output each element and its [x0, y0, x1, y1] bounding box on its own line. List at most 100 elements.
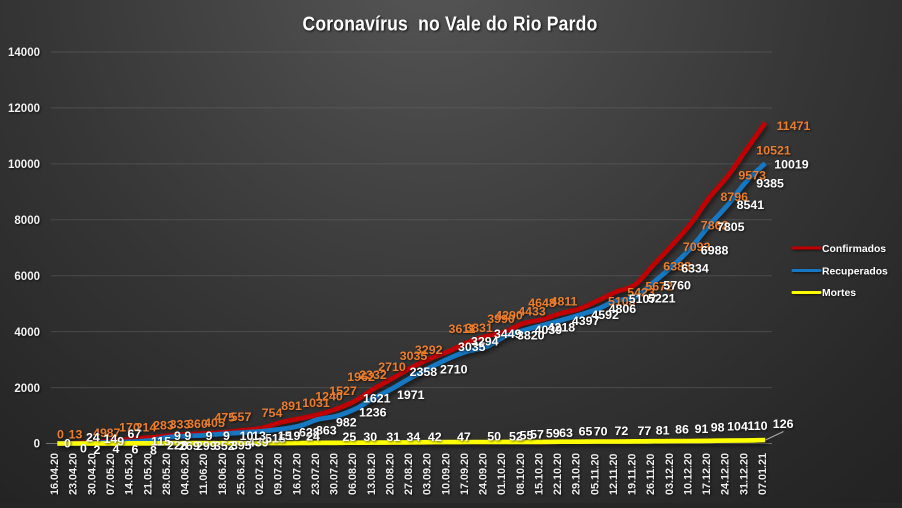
- svg-text:06.08.20: 06.08.20: [347, 453, 359, 495]
- svg-text:Confirmados: Confirmados: [822, 244, 886, 255]
- svg-text:8796: 8796: [721, 190, 749, 204]
- svg-text:11471: 11471: [777, 119, 811, 133]
- svg-text:07.05.20: 07.05.20: [105, 453, 117, 495]
- svg-text:6388: 6388: [663, 260, 691, 274]
- svg-text:5760: 5760: [663, 279, 691, 293]
- svg-text:9385: 9385: [756, 177, 784, 191]
- svg-text:57: 57: [530, 428, 544, 442]
- svg-text:17.09.20: 17.09.20: [459, 453, 471, 495]
- svg-text:77: 77: [638, 424, 652, 438]
- svg-text:3611: 3611: [449, 322, 476, 336]
- svg-text:2358: 2358: [410, 365, 438, 379]
- svg-text:628: 628: [299, 426, 320, 440]
- svg-text:29.10.20: 29.10.20: [571, 453, 583, 495]
- svg-text:4648: 4648: [528, 296, 556, 310]
- svg-text:360: 360: [187, 417, 208, 431]
- svg-text:515: 515: [265, 432, 286, 446]
- svg-text:20.08.20: 20.08.20: [384, 453, 396, 495]
- svg-text:2: 2: [93, 443, 100, 457]
- svg-text:9: 9: [117, 434, 124, 448]
- svg-text:5221: 5221: [648, 291, 676, 305]
- svg-text:5423: 5423: [627, 286, 655, 300]
- svg-text:27.08.20: 27.08.20: [403, 453, 415, 495]
- svg-text:24: 24: [86, 431, 100, 445]
- svg-text:03.09.20: 03.09.20: [422, 453, 434, 495]
- svg-text:04.06.20: 04.06.20: [180, 453, 192, 495]
- svg-text:283: 283: [153, 419, 174, 433]
- svg-text:395: 395: [231, 439, 252, 453]
- svg-text:72: 72: [615, 424, 629, 438]
- svg-text:34: 34: [407, 430, 421, 444]
- svg-text:1962: 1962: [347, 370, 375, 384]
- svg-text:299: 299: [196, 439, 217, 453]
- svg-text:30.04.20: 30.04.20: [86, 453, 98, 495]
- svg-text:6334: 6334: [681, 261, 709, 275]
- svg-text:23.04.20: 23.04.20: [68, 453, 80, 495]
- svg-text:23.07.20: 23.07.20: [310, 453, 322, 495]
- svg-text:31.12.20: 31.12.20: [738, 453, 750, 495]
- svg-text:7093: 7093: [683, 240, 711, 254]
- svg-text:14: 14: [104, 432, 118, 446]
- svg-text:4000: 4000: [14, 327, 40, 339]
- svg-text:7805: 7805: [717, 220, 745, 234]
- svg-text:9: 9: [223, 429, 230, 443]
- svg-text:98: 98: [711, 421, 725, 435]
- svg-text:13.08.20: 13.08.20: [366, 453, 378, 495]
- svg-text:15.10.20: 15.10.20: [533, 453, 545, 495]
- svg-text:10000: 10000: [8, 159, 40, 171]
- svg-text:10.09.20: 10.09.20: [440, 453, 452, 495]
- svg-text:59: 59: [546, 427, 560, 441]
- svg-text:4433: 4433: [518, 305, 546, 319]
- svg-text:08.10.20: 08.10.20: [515, 453, 527, 495]
- svg-text:30.07.20: 30.07.20: [329, 453, 341, 495]
- svg-text:0: 0: [34, 439, 40, 451]
- svg-text:81: 81: [656, 424, 670, 438]
- svg-text:25: 25: [343, 430, 357, 444]
- svg-text:30: 30: [363, 430, 377, 444]
- svg-text:3820: 3820: [517, 329, 545, 343]
- svg-text:14.05.20: 14.05.20: [124, 453, 136, 495]
- svg-text:891: 891: [281, 399, 302, 413]
- svg-text:21.05.20: 21.05.20: [142, 453, 154, 495]
- svg-text:19.11.20: 19.11.20: [627, 454, 639, 495]
- svg-text:4397: 4397: [572, 314, 600, 328]
- svg-text:2000: 2000: [14, 383, 40, 395]
- svg-text:1031: 1031: [302, 396, 330, 410]
- svg-text:9: 9: [174, 429, 181, 443]
- svg-text:0: 0: [80, 442, 87, 456]
- svg-text:126: 126: [773, 417, 794, 431]
- svg-text:16.04.20: 16.04.20: [49, 453, 61, 495]
- svg-text:2332: 2332: [359, 368, 387, 382]
- svg-text:6: 6: [132, 443, 139, 457]
- svg-text:475: 475: [214, 411, 235, 425]
- svg-text:25.06.20: 25.06.20: [235, 453, 247, 495]
- svg-text:9: 9: [184, 429, 191, 443]
- svg-text:170: 170: [119, 421, 140, 435]
- svg-text:3292: 3292: [415, 343, 443, 357]
- svg-text:Coronavírus no Vale do Rio Pa: Coronavírus no Vale do Rio Pardo: [303, 13, 598, 36]
- svg-text:91: 91: [695, 422, 709, 436]
- svg-text:115: 115: [151, 435, 171, 449]
- svg-text:63: 63: [559, 426, 573, 440]
- svg-text:14000: 14000: [8, 47, 40, 59]
- svg-text:10521: 10521: [756, 143, 791, 157]
- svg-text:31: 31: [386, 430, 400, 444]
- svg-text:87: 87: [107, 426, 121, 440]
- svg-text:19: 19: [287, 429, 301, 443]
- svg-text:8541: 8541: [737, 198, 765, 212]
- svg-text:3035: 3035: [400, 349, 428, 363]
- svg-text:03.12.20: 03.12.20: [664, 453, 676, 495]
- svg-text:5672: 5672: [645, 279, 673, 293]
- svg-text:02.07.20: 02.07.20: [254, 453, 266, 495]
- svg-text:1621: 1621: [363, 392, 391, 406]
- svg-text:228: 228: [167, 439, 188, 453]
- svg-text:22.10.20: 22.10.20: [552, 453, 564, 495]
- svg-text:2710: 2710: [378, 360, 406, 374]
- svg-text:01.10.20: 01.10.20: [496, 453, 508, 495]
- svg-text:10.12.20: 10.12.20: [683, 453, 695, 495]
- svg-text:26.11.20: 26.11.20: [645, 454, 657, 495]
- svg-text:15: 15: [278, 429, 292, 443]
- svg-text:3831: 3831: [465, 321, 493, 335]
- svg-text:3990: 3990: [487, 312, 515, 326]
- svg-text:12.11.20: 12.11.20: [608, 454, 620, 495]
